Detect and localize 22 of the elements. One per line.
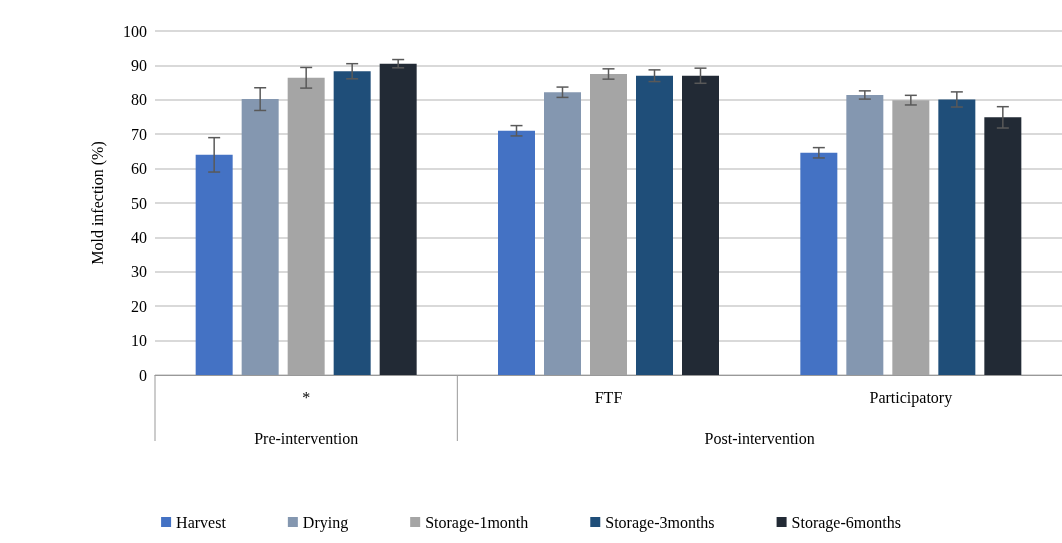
y-tick-label: 10	[131, 332, 147, 350]
legend-label: Harvest	[176, 513, 227, 531]
y-tick-label: 70	[131, 125, 147, 143]
y-tick-label: 100	[123, 22, 147, 40]
legend-label: Storage-6months	[791, 513, 901, 532]
y-tick-label: 90	[131, 56, 147, 74]
y-tick-label: 60	[131, 160, 147, 178]
y-tick-label: 20	[131, 297, 147, 315]
text: Pre-intervention	[254, 429, 359, 447]
y-tick-label: 0	[139, 366, 147, 384]
legend-label: Storage-1month	[425, 513, 529, 532]
x-tick-label: FTF	[594, 388, 623, 406]
x-tick-label: *	[302, 388, 311, 406]
y-tick-label: 80	[131, 91, 147, 109]
y-axis-title: Mold infection (%)	[88, 141, 107, 265]
text: Post-intervention	[704, 429, 815, 447]
y-tick-label: 50	[131, 194, 147, 212]
y-tick-label: 30	[131, 263, 147, 281]
y-tick-label: 40	[131, 228, 147, 246]
legend-label: Drying	[302, 513, 349, 532]
legend-label: Storage-3months	[605, 513, 715, 532]
x-tick-label: Participatory	[869, 388, 953, 407]
